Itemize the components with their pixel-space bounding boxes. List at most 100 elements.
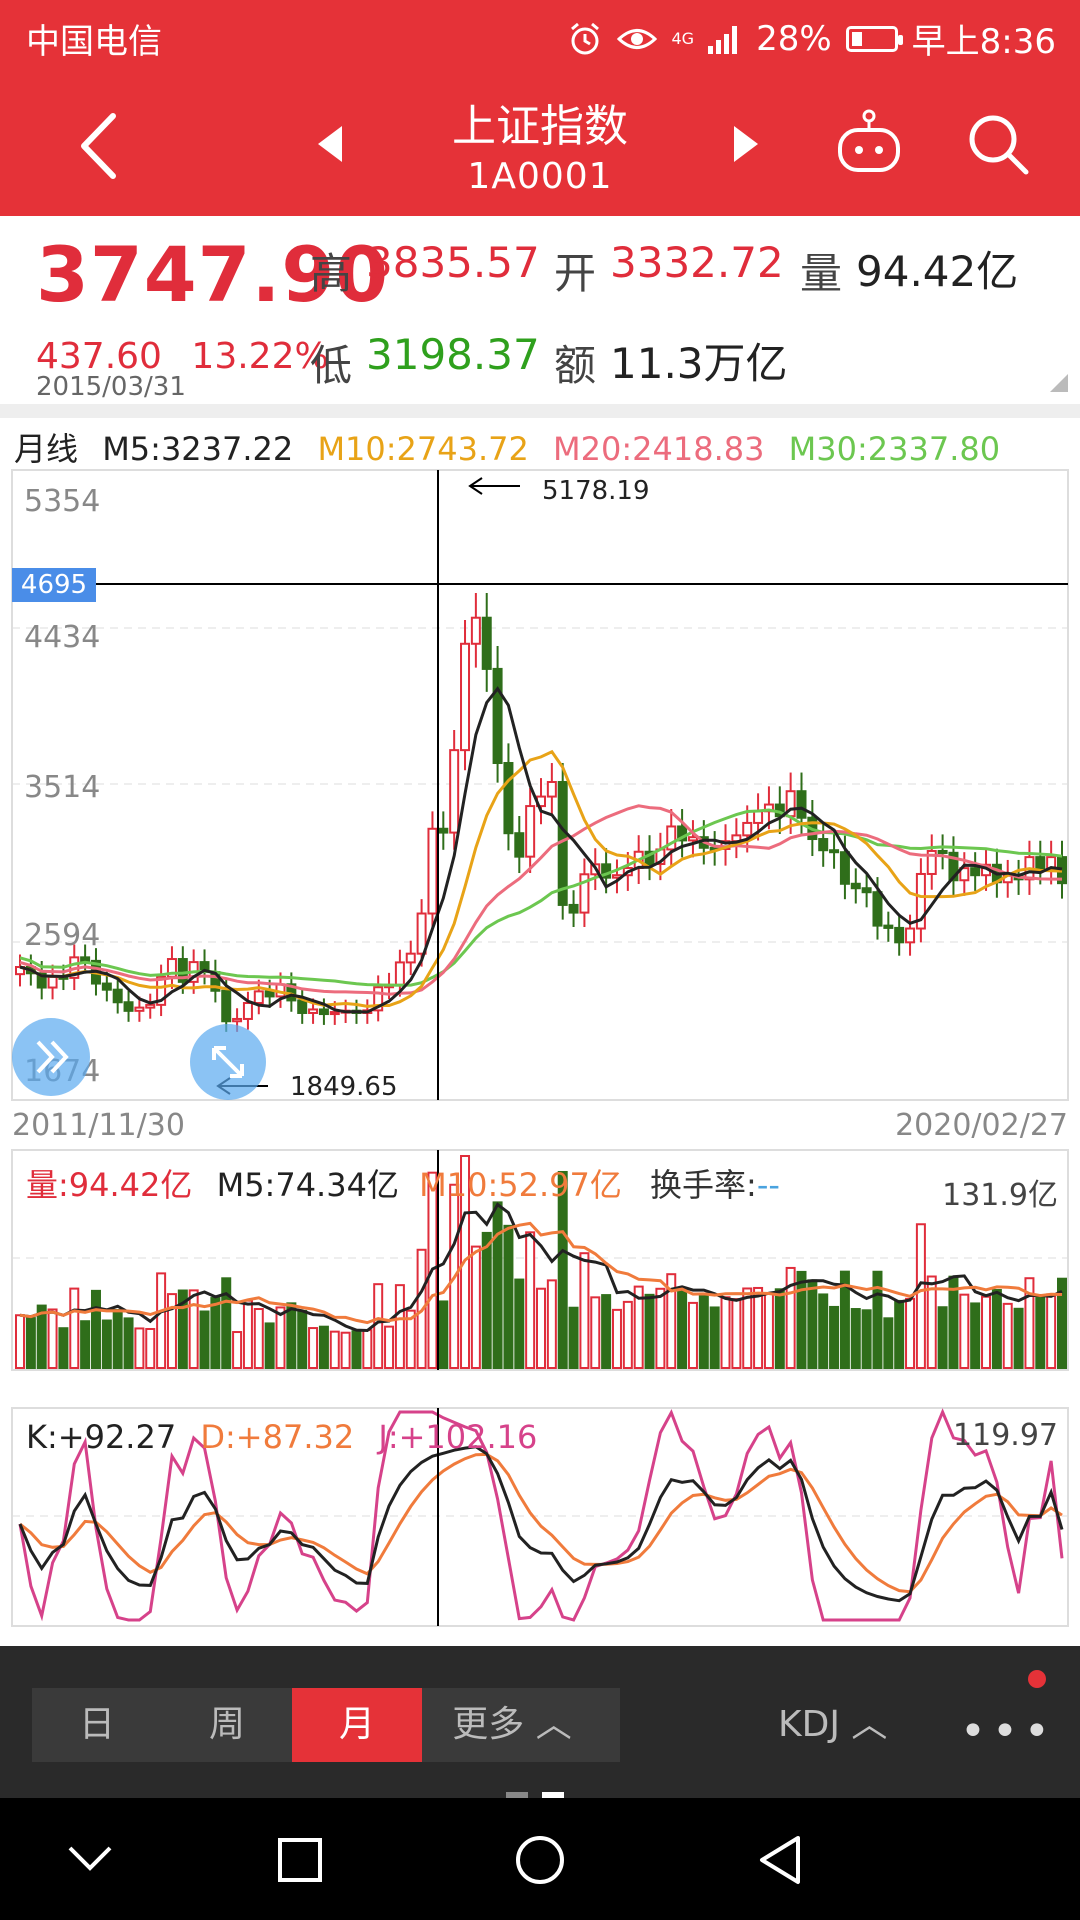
expand-icon	[212, 1046, 244, 1078]
volume-bar	[80, 1320, 91, 1370]
volume-bar	[915, 1223, 926, 1369]
system-nav-bar	[0, 1798, 1080, 1920]
candle	[460, 642, 471, 752]
candle	[742, 821, 753, 837]
indicator-label: KDJ	[778, 1704, 840, 1745]
volume-bar	[785, 1266, 796, 1370]
volume-bar	[905, 1297, 916, 1369]
high-label: 高	[310, 249, 353, 298]
robot-assistant-icon[interactable]	[836, 106, 902, 176]
candle	[156, 975, 167, 1006]
candle	[242, 1002, 253, 1020]
volume-bar	[362, 1329, 373, 1370]
candle	[546, 781, 557, 798]
volume-bar	[981, 1295, 992, 1369]
volume-bar	[47, 1308, 58, 1369]
back-nav-icon[interactable]	[756, 1834, 804, 1886]
tab-more[interactable]: 更多 ︿	[422, 1688, 602, 1762]
double-chevron-icon	[36, 1040, 69, 1074]
volume-bar	[807, 1279, 818, 1369]
turnover-label: 换手率:	[650, 1166, 757, 1204]
volume-bar	[796, 1270, 807, 1369]
volume-bar	[90, 1289, 101, 1369]
search-icon[interactable]	[966, 112, 1030, 176]
tab-month[interactable]: 月	[292, 1688, 422, 1762]
volume-bar	[687, 1301, 698, 1369]
candle	[905, 927, 916, 944]
home-icon[interactable]	[514, 1834, 566, 1886]
volume-bar	[774, 1288, 785, 1370]
fast-forward-button[interactable]	[12, 1018, 90, 1096]
more-menu-icon[interactable]: •••	[960, 1706, 1056, 1757]
candle	[318, 1008, 329, 1016]
volume-bar	[991, 1289, 1002, 1369]
candle	[850, 882, 861, 890]
kdj-d-line	[19, 1452, 1063, 1594]
chevron-up-icon: ︿	[535, 1704, 572, 1745]
volume-bar	[242, 1299, 253, 1370]
change-values: 437.60 13.22%	[36, 336, 329, 377]
volume-bar	[1013, 1307, 1024, 1370]
expand-corner-icon[interactable]	[1050, 374, 1068, 392]
candle	[470, 616, 481, 645]
volume-bar	[221, 1277, 232, 1369]
volume-bar	[557, 1170, 568, 1369]
candle	[883, 924, 894, 929]
indicator-selector[interactable]: KDJ ︿	[778, 1688, 887, 1762]
volume-bar	[959, 1293, 970, 1370]
volume-bar	[644, 1293, 655, 1370]
volume-bar	[253, 1308, 264, 1369]
battery-percent: 28%	[756, 18, 832, 59]
volume-bar	[568, 1306, 579, 1370]
alarm-icon	[571, 22, 600, 54]
kdj-max: 119.97	[953, 1418, 1058, 1453]
price-tick: 3514	[24, 770, 101, 805]
candle	[145, 1003, 156, 1009]
candle	[297, 999, 308, 1014]
volume-bar	[850, 1308, 861, 1370]
previous-stock-icon[interactable]	[318, 126, 342, 162]
volume-bar	[872, 1270, 883, 1369]
vol-value: 量:94.42亿	[26, 1166, 193, 1204]
back-icon[interactable]	[68, 104, 138, 184]
quote-panel: 3747.90 高 3835.57 开 3332.72 量 94.42亿 437…	[0, 216, 1080, 406]
more-label: 更多	[452, 1704, 525, 1745]
volume-bar	[937, 1306, 948, 1369]
price-tick: 2594	[24, 918, 101, 953]
ma20-value: M20:2418.83	[553, 430, 765, 468]
vol-ma10-line	[19, 1221, 1063, 1325]
tab-week[interactable]: 周	[208, 1704, 245, 1745]
signal-icon	[708, 25, 738, 54]
candle	[373, 986, 384, 1012]
carrier-label: 中国电信	[26, 22, 162, 62]
page-indicator	[506, 1792, 564, 1800]
kline-chart[interactable]	[0, 466, 1080, 1642]
volume-bar	[655, 1287, 666, 1370]
volume-bar	[308, 1327, 319, 1369]
recent-apps-icon[interactable]	[276, 1836, 324, 1884]
candle	[753, 810, 764, 824]
volume-bar	[318, 1325, 329, 1370]
tab-day[interactable]: 日	[78, 1704, 115, 1745]
volume-bar	[405, 1309, 416, 1369]
volume-bar	[601, 1294, 612, 1369]
chevron-down-icon[interactable]	[62, 1838, 118, 1878]
period-label: 月线	[14, 430, 79, 468]
candle	[80, 956, 91, 962]
next-stock-icon[interactable]	[734, 126, 758, 162]
candle	[926, 849, 937, 875]
vol-max: 131.9亿	[942, 1178, 1058, 1213]
price-tick: 4434	[24, 620, 101, 655]
fullscreen-button[interactable]	[190, 1024, 266, 1100]
current-price: 3747.90	[36, 230, 390, 319]
volume-bar	[351, 1330, 362, 1369]
volume-bar	[188, 1289, 199, 1370]
volume-bar	[525, 1231, 536, 1370]
volume-bar	[514, 1278, 525, 1370]
volume-bar	[101, 1319, 112, 1370]
volume-bar	[329, 1330, 340, 1370]
volume-bar	[536, 1287, 546, 1369]
ma-legend: 月线 M5:3237.22 M10:2743.72 M20:2418.83 M3…	[14, 424, 1014, 470]
chevron-up-icon: ︿	[851, 1704, 888, 1745]
vol-ma5: M5:74.34亿	[216, 1166, 399, 1204]
